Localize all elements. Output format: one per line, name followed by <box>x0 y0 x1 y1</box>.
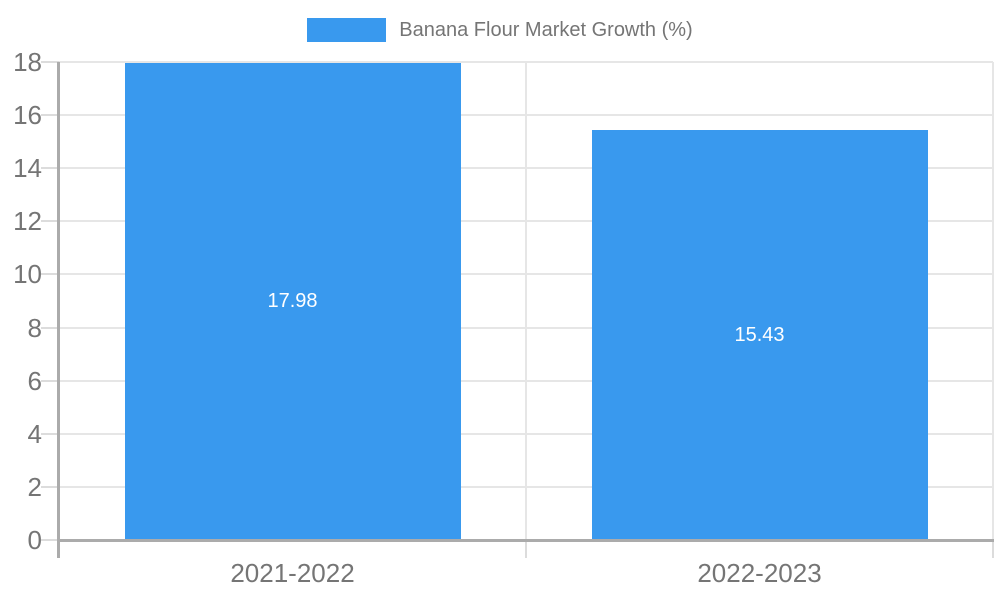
y-axis-tick-label: 10 <box>13 259 42 290</box>
bar-value-label: 17.98 <box>267 290 318 313</box>
y-tick-mark <box>41 432 59 435</box>
legend-label: Banana Flour Market Growth (%) <box>399 19 693 41</box>
bar[interactable] <box>124 62 461 540</box>
x-gridline <box>525 62 527 540</box>
y-axis-tick-label: 14 <box>13 153 42 184</box>
y-tick-mark <box>41 485 59 488</box>
x-axis-category-label: 2022-2023 <box>697 558 822 588</box>
x-tick-mark <box>992 540 994 558</box>
y-tick-mark <box>41 379 59 382</box>
y-axis-tick-label: 4 <box>27 418 42 449</box>
x-gridline <box>992 62 994 540</box>
y-tick-mark <box>41 61 59 63</box>
legend[interactable]: Banana Flour Market Growth (%) <box>0 18 1000 42</box>
y-axis-tick-label: 6 <box>27 365 42 396</box>
y-tick-mark <box>41 220 59 223</box>
y-axis-tick-label: 2 <box>27 471 42 502</box>
legend-swatch <box>307 18 387 42</box>
x-tick-mark <box>525 540 527 558</box>
y-tick-mark <box>41 167 59 170</box>
y-tick-mark <box>41 273 59 276</box>
y-tick-mark <box>41 539 59 541</box>
bar[interactable] <box>591 130 928 540</box>
x-axis-line <box>57 539 994 542</box>
y-tick-mark <box>41 114 59 117</box>
bar-value-label: 15.43 <box>734 324 785 347</box>
y-axis-tick-label: 16 <box>13 100 42 131</box>
y-axis-line <box>57 62 60 558</box>
x-axis-category-label: 2021-2022 <box>230 558 355 588</box>
y-axis-tick-label: 18 <box>13 47 42 77</box>
y-axis-tick-label: 12 <box>13 206 42 237</box>
y-axis-tick-label: 8 <box>27 312 42 343</box>
y-tick-mark <box>41 326 59 329</box>
y-axis-tick-label: 0 <box>27 525 42 555</box>
